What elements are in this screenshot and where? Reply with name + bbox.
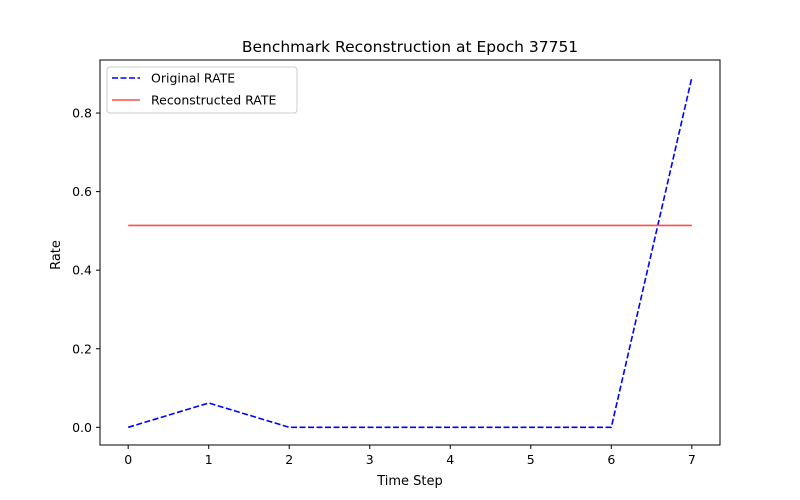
- axes-frame: [99, 59, 721, 446]
- y-tick-label: 0.6: [72, 184, 92, 199]
- x-tick-label: 1: [205, 452, 213, 467]
- series-line-original-rate: [127, 77, 693, 429]
- legend: Original RATE Reconstructed RATE: [106, 66, 298, 114]
- y-tick-label: 0.8: [72, 106, 92, 121]
- x-tick-label: 6: [607, 452, 615, 467]
- x-axis-label: Time Step: [376, 474, 443, 489]
- y-axis-ticks: 0.0 0.2 0.4 0.6 0.8: [72, 106, 100, 435]
- x-axis-ticks: 0 1 2 3 4 5 6 7: [124, 445, 696, 467]
- x-tick-label: 7: [688, 452, 696, 467]
- x-tick-label: 2: [285, 452, 293, 467]
- legend-label-original-rate: Original RATE: [151, 71, 235, 86]
- legend-box: [106, 66, 298, 114]
- y-tick-label: 0.2: [72, 341, 92, 356]
- y-tick-label: 0.0: [72, 420, 92, 435]
- y-axis-label: Rate: [49, 240, 64, 270]
- x-tick-label: 3: [366, 452, 374, 467]
- x-tick-label: 5: [527, 452, 535, 467]
- y-tick-label: 0.4: [72, 263, 92, 278]
- legend-label-reconstructed-rate: Reconstructed RATE: [151, 93, 276, 108]
- x-tick-label: 4: [446, 452, 454, 467]
- chart-title: Benchmark Reconstruction at Epoch 37751: [242, 38, 578, 56]
- plot-area: [99, 59, 721, 446]
- x-tick-label: 0: [124, 452, 132, 467]
